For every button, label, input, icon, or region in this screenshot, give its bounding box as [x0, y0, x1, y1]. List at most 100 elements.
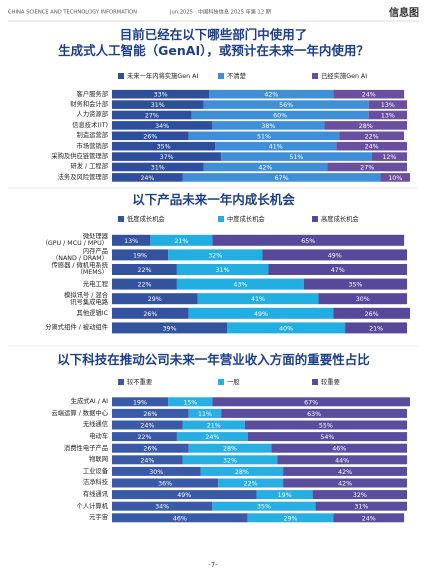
category-label: 光电工程	[82, 280, 108, 288]
bar-segment	[212, 121, 325, 130]
category-label-box: 采购及供应链管理部	[51, 153, 108, 160]
value-label: 43%	[233, 282, 247, 289]
bar-segment	[277, 455, 408, 465]
value-label: 33%	[154, 92, 168, 99]
value-label: 54%	[320, 434, 334, 441]
legend-swatch	[312, 73, 318, 79]
bar-segment	[112, 234, 151, 246]
issue: Jun.2025 · 中国科技信息 2025 年第 12 期	[169, 8, 271, 16]
value-label: 19%	[278, 492, 292, 499]
value-label: 41%	[251, 296, 265, 303]
publication: CHINA SCIENCE AND TECHNOLOGY INFORMATION	[8, 10, 137, 16]
section: 信息图	[389, 6, 419, 19]
category-label: 模拟讯号 / 混合 讯号集成电路	[64, 291, 108, 306]
value-label: 29%	[284, 515, 298, 522]
bar-segment	[112, 466, 201, 476]
category-label-box: 客户服务部	[77, 91, 108, 98]
value-label: 24%	[365, 144, 379, 151]
value-label: 30%	[356, 296, 370, 303]
value-label: 29%	[148, 296, 162, 303]
legend-swatch	[218, 379, 224, 385]
legend-swatch	[118, 73, 124, 79]
category-label-box: 模拟讯号 / 混合 讯号集成电路	[64, 291, 108, 306]
bar-segment	[200, 466, 284, 476]
value-label: 35%	[348, 282, 362, 289]
bar-segment	[112, 131, 189, 141]
category-label: 研发 / 工程部	[70, 163, 108, 171]
value-label: 49%	[177, 492, 191, 499]
legend-label: 高度成长机会	[321, 214, 359, 223]
value-label: 21%	[369, 325, 383, 332]
category-label: 无线通信	[82, 421, 108, 429]
bar-segment	[212, 501, 316, 511]
value-label: 47%	[331, 267, 345, 274]
value-label: 42%	[338, 481, 352, 488]
category-label: 法务及风险管理部	[57, 173, 108, 181]
bar-segment	[112, 264, 177, 275]
bar-segment	[112, 490, 257, 500]
value-label: 42%	[264, 92, 278, 99]
value-label: 28%	[359, 123, 373, 130]
bar-segment	[368, 100, 408, 109]
bar-segment	[168, 397, 213, 407]
bar-segment	[188, 408, 222, 418]
bar-segment	[324, 121, 408, 130]
bar-segment	[112, 173, 183, 182]
value-label: 49%	[328, 252, 342, 259]
bar-segment	[182, 173, 381, 182]
value-label: 32%	[353, 492, 367, 499]
category-label: 传感器 / 微机电系统 （MEMS）	[51, 262, 109, 277]
value-label: 21%	[207, 423, 221, 430]
category-label: 工业设备	[82, 467, 108, 475]
bar-segment	[283, 466, 408, 476]
chart-title-box: 目前已经在以下哪些部门中使用了 生成式人工智能（GenAI），或预计在未来一年内…	[58, 27, 369, 58]
bar-segment	[244, 420, 408, 430]
bar-segment	[182, 455, 278, 465]
value-label: 26%	[143, 311, 157, 318]
value-label: 60%	[273, 113, 287, 120]
bar-segment	[327, 162, 408, 172]
bar-segment	[318, 293, 408, 305]
bar-segment	[203, 100, 369, 109]
legend-swatch	[312, 379, 318, 385]
category-label-box: 消费性电子产品	[63, 444, 108, 452]
category-label: 人力资源部	[76, 111, 108, 119]
category-label: 生成式AI / AI	[70, 398, 108, 406]
bar-segment	[112, 420, 183, 430]
bar-segment	[197, 293, 319, 305]
category-label: 微处理器 （GPU / MCU / MPU）	[41, 233, 108, 248]
category-label: 云端运算 / 数据中心	[51, 409, 109, 417]
category-label: 信息技术(IT)	[72, 121, 108, 129]
value-label: 26%	[143, 133, 157, 140]
value-label: 24%	[140, 457, 154, 464]
value-label: 40%	[279, 325, 293, 332]
category-label-box: 云端运算 / 数据中心	[51, 409, 109, 417]
category-label: 消费性电子产品	[63, 444, 108, 452]
bar-segment	[203, 162, 328, 172]
category-label: 其他逻辑IC	[76, 309, 108, 317]
bar-segment	[371, 152, 408, 161]
category-label-box: 生成式AI / AI	[70, 398, 108, 406]
value-label: 67%	[275, 175, 289, 182]
category-label-box: 分离式组件 / 被动组件	[45, 324, 108, 331]
value-label: 24%	[362, 515, 376, 522]
bar-segment	[112, 455, 183, 465]
value-label: 39%	[163, 325, 177, 332]
bar-segment	[112, 307, 189, 319]
value-label: 13%	[381, 113, 395, 120]
chart-title: 目前已经在以下哪些部门中使用了 生成式人工智能（GenAI），或预计在未来一年内…	[58, 27, 369, 58]
bar-segment	[112, 501, 213, 511]
bar-segment	[112, 100, 204, 109]
bar-segment	[112, 478, 219, 488]
bar-segment	[112, 293, 198, 305]
category-label-box: 法务及风险管理部	[57, 173, 108, 181]
value-label: 28%	[223, 446, 237, 453]
value-label: 22%	[137, 267, 151, 274]
category-label-box: 研发 / 工程部	[70, 163, 108, 171]
category-label-box: 信息技术(IT)	[72, 121, 108, 129]
bar-segment	[368, 110, 408, 120]
value-label: 32%	[208, 252, 222, 259]
chart-title-box: 以下科技在推动公司未来一年营业收入方面的重要性占比	[57, 352, 370, 367]
bar-segment	[112, 408, 189, 418]
bar-segment	[262, 249, 408, 261]
